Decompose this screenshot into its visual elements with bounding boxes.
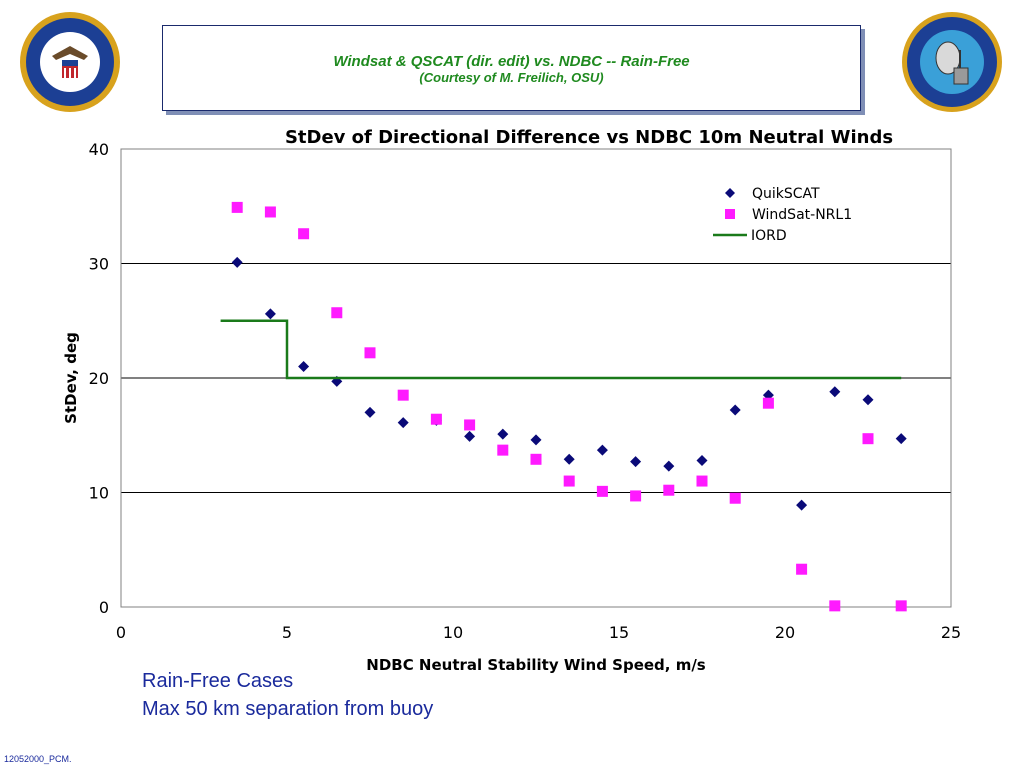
quikscat-point (464, 430, 476, 442)
iord-line (220, 319, 902, 380)
quikscat-point (264, 308, 276, 320)
x-tick-label: 5 (282, 623, 292, 642)
windsat-point (430, 413, 442, 425)
legend: QuikSCAT WindSat-NRL1 IORD (713, 186, 852, 244)
windsat-point (829, 600, 841, 612)
y-axis-label: StDev, deg (62, 332, 80, 424)
windsat-point (298, 228, 310, 240)
legend-label: WindSat-NRL1 (752, 207, 852, 223)
quikscat-point (231, 256, 243, 268)
footer-code: 12052000_PCM. (4, 754, 72, 764)
windsat-point (895, 600, 907, 612)
series-iord (220, 319, 902, 380)
quikscat-point (630, 456, 642, 468)
windsat-point (596, 485, 608, 497)
x-axis-ticks: 0 5 10 15 20 25 (116, 623, 961, 642)
legend-marker-quikscat (725, 188, 735, 198)
windsat-mission-seal-icon (902, 12, 1002, 112)
y-tick-label: 40 (89, 140, 109, 159)
series-windsat-nrl1 (231, 201, 907, 612)
windsat-point (563, 475, 575, 487)
notes: Rain-Free Cases Max 50 km separation fro… (142, 667, 433, 723)
y-axis-ticks: 0 10 20 30 40 (89, 140, 109, 617)
windsat-point (696, 475, 708, 487)
slide-subtitle: (Courtesy of M. Freilich, OSU) (419, 70, 604, 85)
windsat-point (231, 201, 243, 213)
quikscat-point (696, 454, 708, 466)
quikscat-point (298, 361, 310, 373)
plot-area (120, 148, 952, 608)
quikscat-point (862, 394, 874, 406)
quikscat-point (364, 406, 376, 418)
windsat-point (796, 563, 808, 575)
quikscat-point (497, 428, 509, 440)
windsat-point (663, 484, 675, 496)
note-line-1: Rain-Free Cases (142, 670, 294, 692)
quikscat-point (729, 404, 741, 416)
x-tick-label: 25 (941, 623, 961, 642)
windsat-point (862, 433, 874, 445)
windsat-point (331, 307, 343, 319)
windsat-point (497, 444, 509, 456)
quikscat-point (397, 417, 409, 429)
quikscat-point (663, 460, 675, 472)
chart-title: StDev of Directional Difference vs NDBC … (285, 127, 893, 148)
y-tick-label: 10 (89, 484, 109, 503)
legend-label: QuikSCAT (752, 186, 820, 202)
slide-title-box: Windsat & QSCAT (dir. edit) vs. NDBC -- … (162, 25, 861, 111)
series-quikscat (231, 256, 907, 511)
quikscat-point (895, 433, 907, 445)
x-tick-label: 10 (443, 623, 463, 642)
series-layer (220, 201, 907, 612)
y-tick-label: 30 (89, 255, 109, 274)
windsat-point (630, 490, 642, 502)
windsat-point (364, 347, 376, 359)
quikscat-point (796, 499, 808, 511)
windsat-point (464, 419, 476, 431)
x-tick-label: 15 (609, 623, 629, 642)
quikscat-point (530, 434, 542, 446)
quikscat-point (563, 453, 575, 465)
slide-title: Windsat & QSCAT (dir. edit) vs. NDBC -- … (333, 53, 690, 70)
navy-research-lab-seal-icon (20, 12, 120, 112)
windsat-point (762, 397, 774, 409)
y-tick-label: 20 (89, 369, 109, 388)
x-axis-label: NDBC Neutral Stability Wind Speed, m/s (366, 656, 706, 674)
note-line-2: Max 50 km separation from buoy (142, 698, 434, 720)
x-tick-label: 0 (116, 623, 126, 642)
legend-label: IORD (751, 228, 787, 244)
quikscat-point (829, 386, 841, 398)
windsat-point (530, 453, 542, 465)
windsat-point (264, 206, 276, 218)
windsat-point (397, 389, 409, 401)
legend-marker-windsat (725, 209, 735, 219)
y-tick-label: 0 (99, 598, 109, 617)
windsat-point (729, 492, 741, 504)
quikscat-point (596, 444, 608, 456)
x-tick-label: 20 (775, 623, 795, 642)
